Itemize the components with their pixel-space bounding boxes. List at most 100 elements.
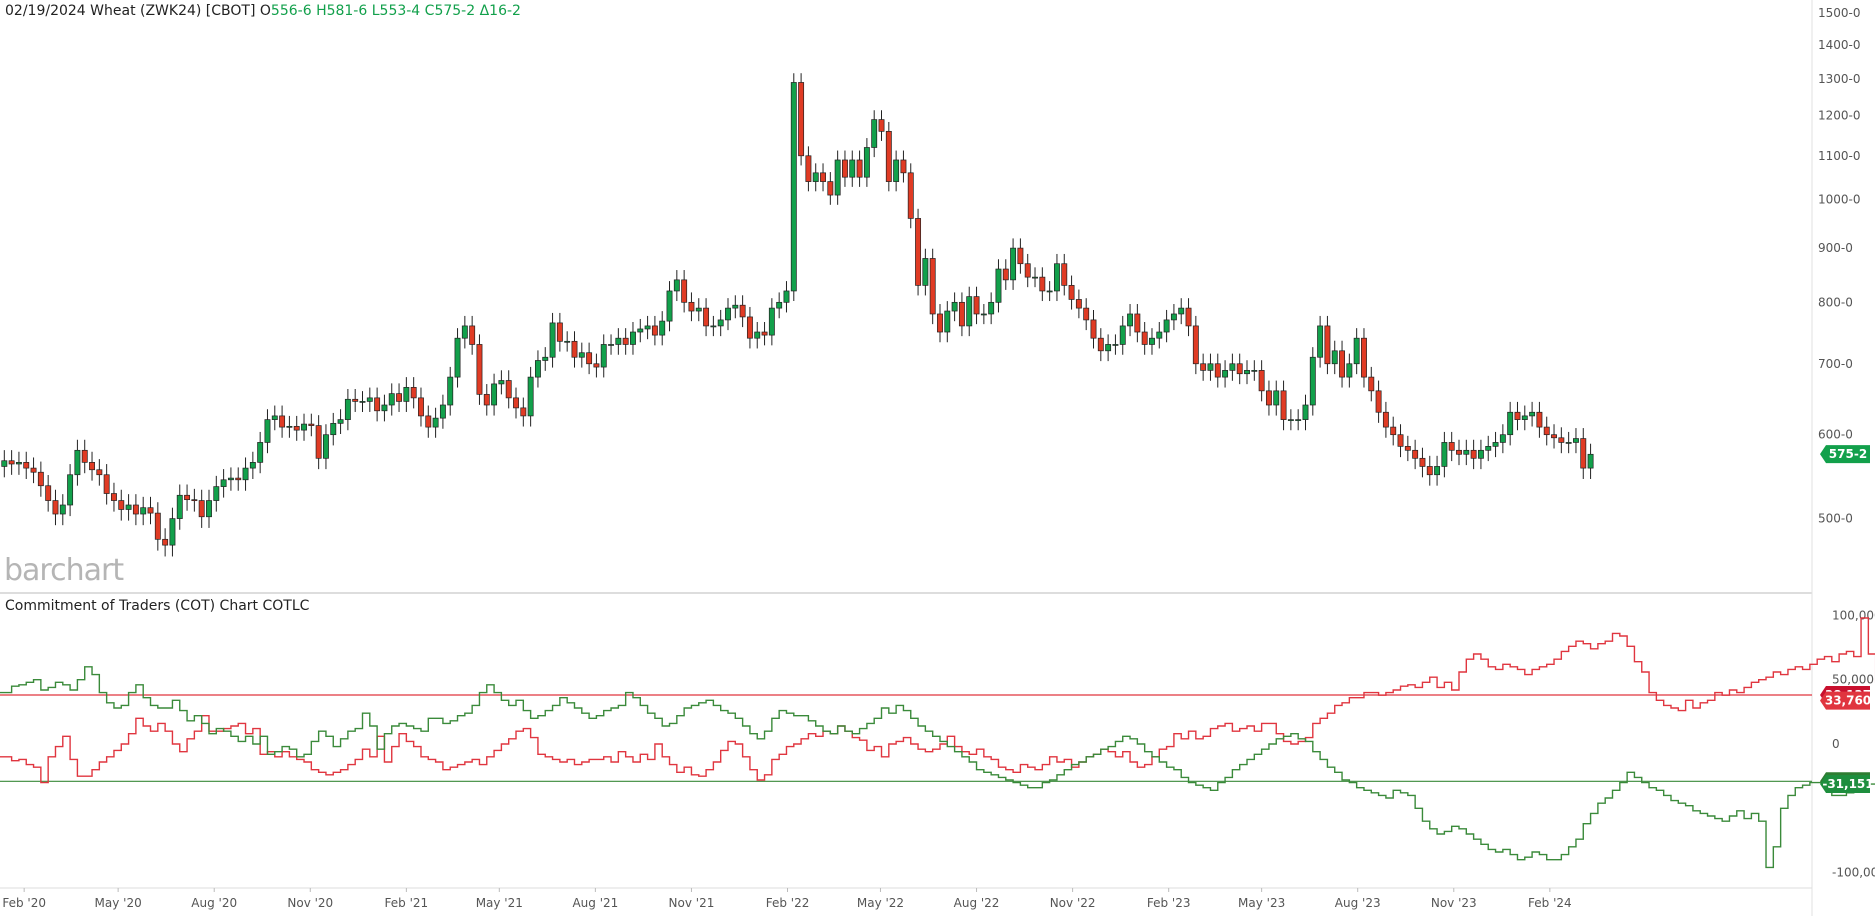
candle-body [1339,350,1345,378]
cot-tick-label: 50,000 [1832,673,1874,687]
candle-body [337,419,344,424]
candle-body [1412,449,1419,459]
candle-body [520,407,527,417]
candle-body [673,279,680,292]
candle-body [659,320,666,336]
candle-body [483,393,490,406]
candle-body [885,130,892,182]
candle-body [578,352,585,358]
x-tick-label: Nov '22 [1050,896,1096,910]
candle-body [1309,356,1316,406]
candle-body [447,376,454,406]
candle-body [220,479,227,487]
candle-body [132,504,139,515]
candle-body [366,397,373,402]
candle-body [958,301,965,327]
candle-body [783,290,790,303]
price-tick-label: 1200-0 [1818,109,1861,123]
candle-body [1280,390,1287,420]
candle-body [52,500,59,515]
candle-body [81,449,88,463]
candle-body [871,119,878,148]
candle-body [1178,307,1185,315]
candle-body [534,360,541,378]
cot-noncommercial-last-tag-bg [1820,775,1870,794]
candle-body [1580,438,1587,469]
candle-body [1514,411,1521,420]
candle-body [1046,290,1053,293]
x-tick-label: Aug '23 [1335,896,1381,910]
candle-body [1244,370,1250,375]
candle-body [1302,404,1309,420]
candle-body [1273,390,1280,406]
candle-body [600,344,607,368]
candle-body [184,494,191,501]
candle-body [1163,319,1170,333]
candle-body [1068,285,1075,300]
candle-body [1499,434,1506,443]
candle-body [1331,350,1338,365]
candle-body [8,460,15,465]
candle-body [513,397,519,409]
candle-body [725,307,731,321]
candle-body [1448,442,1455,451]
candle-body [439,404,446,419]
cot-noncommercial-last-tag: -31,151 [1820,775,1874,794]
price-tick-label: 1100-0 [1818,149,1861,163]
candle-body [1587,453,1594,469]
candle-body [23,462,30,469]
candle-body [96,469,103,476]
candle-body [37,471,44,487]
candle-body [461,325,468,339]
x-tick-label: Feb '23 [1147,896,1191,910]
candle-body [900,159,907,174]
candle-body [498,380,505,385]
candle-body [542,356,549,361]
x-tick-label: Nov '23 [1431,896,1477,910]
candle-body [849,159,856,178]
candle-body [1346,363,1353,378]
candle-body [637,328,644,333]
x-tick-label: Aug '20 [191,896,237,910]
candle-body [1200,363,1207,371]
candle-body [1141,331,1148,345]
candle-body [1529,411,1536,417]
candle-body [140,507,147,515]
header-open: 556-6 [270,3,312,19]
candle-body [1543,426,1550,436]
candle-body [973,296,980,315]
candle-body [410,387,417,399]
candle-body [1134,313,1141,333]
candle-body [191,499,198,502]
last-price-tag-text: 575-2 [1829,447,1867,461]
candle-body [929,258,936,315]
candle-body [1477,449,1484,459]
price-tick-label: 1000-0 [1818,193,1861,207]
candle-body [644,325,651,330]
x-tick-label: May '20 [95,896,142,910]
cot-title: Commitment of Traders (COT) Chart COTLC [5,598,310,614]
candle-body [681,279,688,303]
candle-body [242,467,249,481]
header-change: Δ16-2 [479,3,521,19]
candle-body [176,494,183,519]
candle-body [1061,263,1068,286]
candle-body [235,477,242,481]
candle-body [476,344,483,395]
candle-body [344,398,351,420]
candle-body [776,301,783,309]
candle-body [1083,307,1090,321]
candle-body [1149,337,1155,345]
candle-body [1492,442,1499,447]
x-tick-label: May '23 [1238,896,1285,910]
candle-body [1002,268,1009,281]
barchart-logo: barchart [4,553,124,588]
candle-body [1441,442,1448,467]
candle-body [118,500,125,510]
candle-body [586,352,593,365]
candle-body [754,331,761,339]
candle-body [293,425,300,431]
candle-body [1390,426,1397,436]
candle-body [1287,419,1294,421]
candle-body [710,325,717,328]
